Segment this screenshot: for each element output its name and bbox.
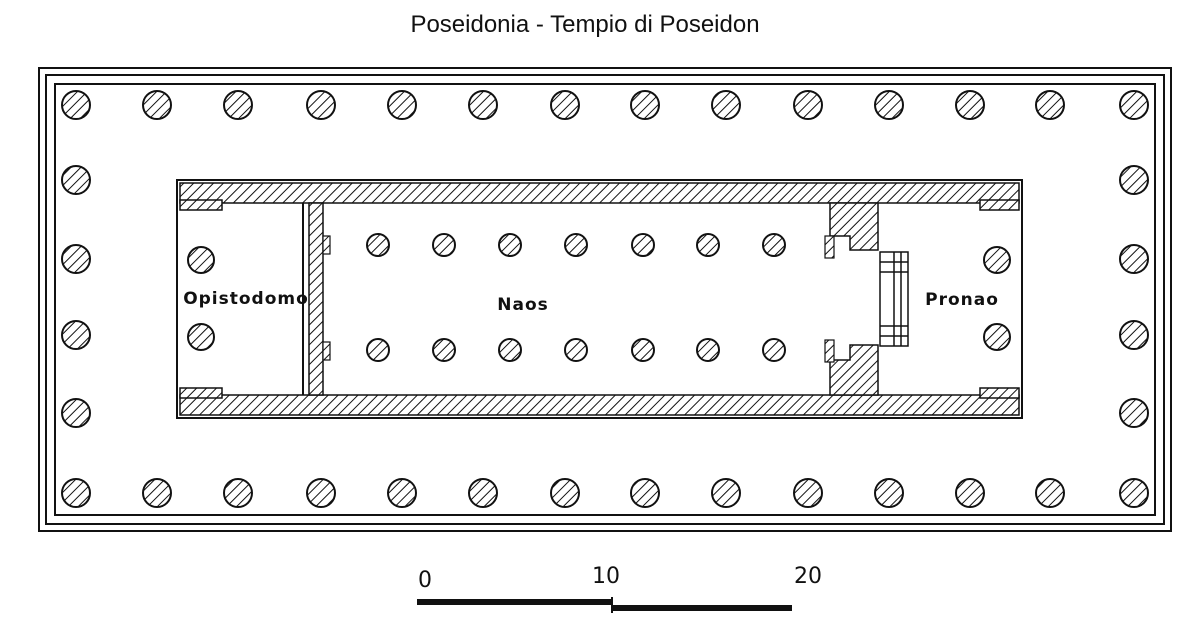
scale-bar-segment-2 bbox=[612, 605, 792, 611]
scale-bar: 0 10 20 bbox=[417, 564, 822, 613]
peristyle-column bbox=[306, 90, 336, 120]
opisthodomos-column bbox=[187, 246, 215, 274]
peristyle-column bbox=[1035, 478, 1065, 508]
peristyle-column bbox=[468, 90, 498, 120]
peristyle-column bbox=[306, 478, 336, 508]
stylobate bbox=[38, 67, 1172, 532]
naos-column bbox=[696, 338, 720, 362]
peristyle-column bbox=[630, 90, 660, 120]
label-pronaos: Pronao bbox=[925, 290, 999, 310]
scale-label-10: 10 bbox=[592, 564, 620, 589]
naos-column bbox=[631, 233, 655, 257]
cella-north-wall bbox=[179, 182, 1020, 204]
pronaos-anta-bottom bbox=[979, 387, 1020, 399]
label-naos: Naos bbox=[497, 295, 549, 315]
peristyle-column bbox=[550, 90, 580, 120]
peristyle-column bbox=[1119, 90, 1149, 120]
opisthodomos-anta-bottom bbox=[179, 387, 223, 399]
peristyle-column bbox=[793, 90, 823, 120]
peristyle-column bbox=[223, 90, 253, 120]
peristyle-column bbox=[793, 478, 823, 508]
naos-column bbox=[366, 233, 390, 257]
cella bbox=[176, 179, 1023, 419]
peristyle-column bbox=[1119, 398, 1149, 428]
peristyle-column bbox=[61, 244, 91, 274]
peristyle-column bbox=[874, 90, 904, 120]
peristyle-column bbox=[630, 478, 660, 508]
plan-title: Poseidonia - Tempio di Poseidon bbox=[410, 11, 759, 38]
partition-wall-west bbox=[308, 202, 324, 396]
peristyle-column bbox=[1119, 165, 1149, 195]
peristyle-column bbox=[142, 478, 172, 508]
naos-column bbox=[498, 338, 522, 362]
naos-column bbox=[498, 233, 522, 257]
naos-column bbox=[762, 338, 786, 362]
naos-column bbox=[762, 233, 786, 257]
naos-column bbox=[432, 338, 456, 362]
naos-column bbox=[432, 233, 456, 257]
naos-column bbox=[366, 338, 390, 362]
pronaos-column bbox=[983, 246, 1011, 274]
peristyle-columns bbox=[61, 90, 1149, 508]
naos-column bbox=[696, 233, 720, 257]
interior-columns bbox=[187, 233, 1011, 362]
peristyle-column bbox=[711, 90, 741, 120]
peristyle-column bbox=[387, 90, 417, 120]
scale-bar-segment-1 bbox=[417, 599, 612, 605]
peristyle-column bbox=[223, 478, 253, 508]
peristyle-column bbox=[61, 398, 91, 428]
naos-column bbox=[564, 233, 588, 257]
peristyle-column bbox=[955, 478, 985, 508]
peristyle-column bbox=[468, 478, 498, 508]
doorway-steps bbox=[879, 251, 909, 347]
pronaos-anta-top bbox=[979, 199, 1020, 211]
peristyle-column bbox=[61, 90, 91, 120]
peristyle-column bbox=[550, 478, 580, 508]
peristyle-column bbox=[711, 478, 741, 508]
peristyle-column bbox=[387, 478, 417, 508]
cella-south-wall bbox=[179, 394, 1020, 416]
opisthodomos-column bbox=[187, 323, 215, 351]
pronaos-column bbox=[983, 323, 1011, 351]
peristyle-column bbox=[874, 478, 904, 508]
peristyle-column bbox=[1119, 320, 1149, 350]
peristyle-column bbox=[1035, 90, 1065, 120]
peristyle-column bbox=[61, 165, 91, 195]
peristyle-column bbox=[1119, 244, 1149, 274]
naos-column bbox=[564, 338, 588, 362]
peristyle-column bbox=[955, 90, 985, 120]
label-opisthodomos: Opistodomo bbox=[183, 289, 309, 309]
peristyle-column bbox=[61, 478, 91, 508]
peristyle-column bbox=[142, 90, 172, 120]
scale-label-20: 20 bbox=[794, 564, 822, 589]
peristyle-column bbox=[61, 320, 91, 350]
naos-column bbox=[631, 338, 655, 362]
scale-label-0: 0 bbox=[418, 568, 432, 593]
peristyle-column bbox=[1119, 478, 1149, 508]
opisthodomos-anta-top bbox=[179, 199, 223, 211]
